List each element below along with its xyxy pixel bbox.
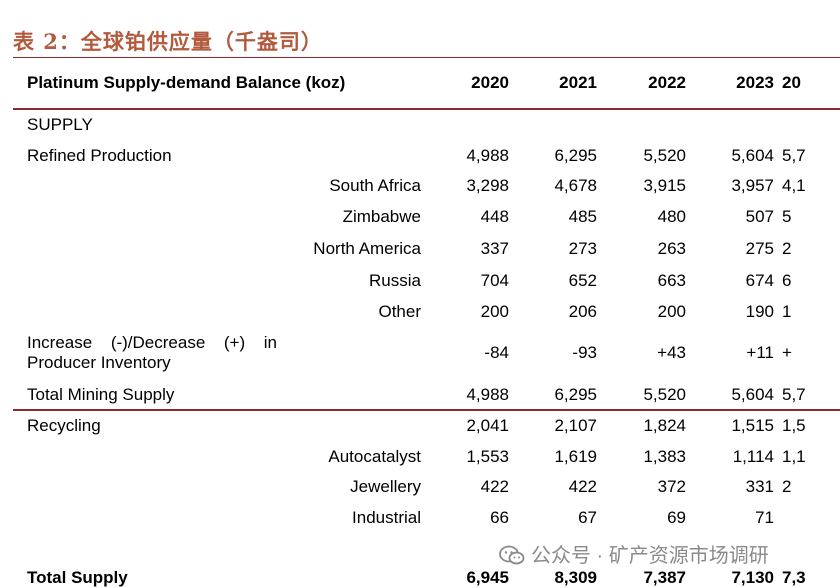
row-label: Total Supply — [27, 568, 128, 587]
table-cell: 5 — [782, 207, 792, 226]
table-cell: 6,945 — [466, 568, 509, 587]
table-cell: 5,520 — [643, 385, 686, 404]
table-cell: 1,553 — [466, 447, 509, 466]
table-cell: 263 — [657, 239, 686, 258]
section-label: SUPPLY — [27, 115, 93, 134]
header-label: Platinum Supply-demand Balance (koz) — [27, 73, 346, 92]
table-cell: 5,7 — [782, 146, 806, 165]
row-label: Increase (-)/Decrease (+) in Producer In… — [27, 333, 277, 372]
table-cell: 71 — [755, 508, 774, 527]
table-cell: 4,988 — [466, 146, 509, 165]
table-cell: 200 — [480, 302, 509, 321]
watermark: 公众号 · 矿产资源市场调研 — [495, 539, 773, 568]
table-cell: 1,5 — [782, 416, 806, 435]
wechat-icon — [499, 545, 525, 565]
table-cell: 704 — [480, 271, 509, 290]
table-cell: -93 — [572, 343, 597, 362]
table-cell: 480 — [657, 207, 686, 226]
table-cell: 448 — [480, 207, 509, 226]
table-cell: + — [782, 343, 792, 362]
row-label: Refined Production — [27, 146, 172, 165]
row-label: Russia — [369, 271, 421, 290]
row-label: Industrial — [352, 508, 421, 527]
table-cell: 1,1 — [782, 447, 806, 466]
table-cell: 2 — [782, 477, 792, 496]
table-cell: 1,824 — [643, 416, 686, 435]
table-cell: 2,107 — [554, 416, 597, 435]
header-year: 2022 — [648, 73, 686, 92]
table-cell: 372 — [657, 477, 686, 496]
watermark-text: 公众号 · 矿产资源市场调研 — [531, 545, 769, 567]
table-cell: 206 — [568, 302, 597, 321]
table-cell: 485 — [568, 207, 597, 226]
table-cell: -84 — [484, 343, 509, 362]
header-year: 2021 — [559, 73, 597, 92]
table-cell: 66 — [490, 508, 509, 527]
header-year: 2020 — [471, 73, 509, 92]
table-cell: 4,988 — [466, 385, 509, 404]
table-cell: 7,3 — [782, 568, 806, 587]
table-cell: 3,915 — [643, 176, 686, 195]
table-cell: 2,041 — [466, 416, 509, 435]
row-label: Zimbabwe — [342, 207, 421, 226]
table-cell: 7,130 — [731, 568, 774, 587]
top-rule — [13, 57, 840, 58]
table-cell: 8,309 — [554, 568, 597, 587]
table-cell: 4,1 — [782, 176, 806, 195]
table-cell: +11 — [746, 343, 774, 362]
table-cell: 5,604 — [731, 385, 774, 404]
header-rule — [13, 108, 840, 110]
table-cell: 6,295 — [554, 146, 597, 165]
table-title: 表 2：全球铂供应量（千盎司） — [13, 29, 323, 54]
table-cell: 7,387 — [643, 568, 686, 587]
table-cell: 331 — [745, 477, 774, 496]
table-cell: 337 — [480, 239, 509, 258]
table-cell: 2 — [782, 239, 792, 258]
table-cell: 200 — [657, 302, 686, 321]
table-cell: 69 — [667, 508, 686, 527]
table-cell: 507 — [745, 207, 774, 226]
table-cell: 1,114 — [732, 447, 774, 466]
table-cell: 6,295 — [554, 385, 597, 404]
table-cell: 67 — [578, 508, 597, 527]
row-label: Recycling — [27, 416, 101, 435]
table-cell: 6 — [782, 271, 792, 290]
table-cell: 5,7 — [782, 385, 806, 404]
row-label: Autocatalyst — [328, 447, 421, 466]
table-cell: 1,515 — [731, 416, 774, 435]
header-year: 20 — [782, 73, 801, 92]
table-cell: 4,678 — [554, 176, 597, 195]
table-cell: 663 — [657, 271, 686, 290]
table-cell: +43 — [657, 343, 686, 362]
table-cell: 674 — [745, 271, 774, 290]
table-cell: 1,383 — [643, 447, 686, 466]
table-cell: 652 — [568, 271, 597, 290]
table-cell: 3,957 — [731, 176, 774, 195]
row-label: Other — [378, 302, 421, 321]
table-cell: 1,619 — [554, 447, 597, 466]
header-year: 2023 — [736, 73, 774, 92]
table-cell: 190 — [745, 302, 774, 321]
row-label: Total Mining Supply — [27, 385, 175, 404]
table-cell: 422 — [480, 477, 509, 496]
row-label: Jewellery — [350, 477, 421, 496]
table-cell: 5,604 — [731, 146, 774, 165]
section-rule — [13, 409, 840, 411]
table-cell: 275 — [745, 239, 774, 258]
table-cell: 1 — [782, 302, 792, 321]
row-label: North America — [313, 239, 421, 258]
table-cell: 273 — [568, 239, 597, 258]
table-cell: 5,520 — [643, 146, 686, 165]
row-label: South Africa — [329, 176, 421, 195]
table-cell: 3,298 — [466, 176, 509, 195]
table-cell: 422 — [568, 477, 597, 496]
